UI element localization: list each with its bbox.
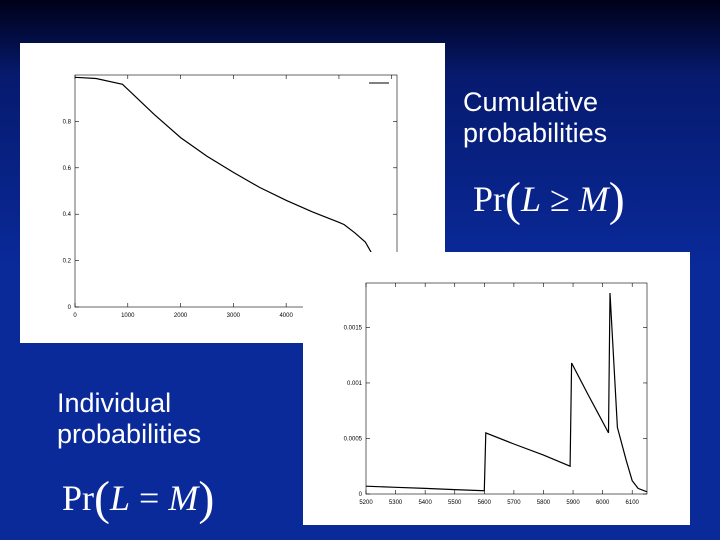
formula-right-paren: ) [608, 173, 625, 226]
x-tick-label: 5600 [478, 500, 492, 506]
formula-left-paren: ( [505, 173, 521, 226]
cumulative-caption-line1: Cumulative [463, 87, 599, 117]
individual-formula: Pr(L = M) [62, 467, 215, 525]
y-tick-label: 0.6 [63, 166, 72, 172]
cumulative-caption: Cumulative probabilities [463, 87, 607, 149]
y-tick-label: 0.0015 [344, 325, 363, 331]
formula-operator: ≥ [550, 179, 570, 219]
individual-caption-line2: probabilities [57, 419, 202, 449]
y-tick-label: 0.2 [63, 259, 72, 265]
x-tick-label: 6000 [596, 500, 610, 506]
x-tick-label: 4000 [279, 313, 293, 319]
x-tick-label: 0 [73, 313, 77, 319]
x-tick-label: 1000 [121, 313, 135, 319]
formula-pr: Pr [62, 478, 95, 518]
x-tick-label: 5400 [418, 500, 432, 506]
x-tick-label: 6100 [626, 500, 640, 506]
individual-chart: 5200 5300 5400 5500 5600 5700 5800 5900 6000 6100… [344, 282, 648, 506]
formula-operator: = [139, 478, 160, 518]
formula-left-paren: ( [94, 472, 110, 525]
y-tick-label: 0 [68, 305, 72, 311]
x-tick-label: 5700 [507, 500, 521, 506]
y-tick-label: 0.0005 [344, 436, 363, 442]
formula-lhs: L [521, 179, 542, 219]
y-tick-label: 0 [359, 492, 363, 498]
individual-caption-line1: Individual [57, 388, 172, 418]
x-tick-label: 5500 [448, 500, 462, 506]
x-tick-label: 5800 [537, 500, 551, 506]
x-tick-label: 5300 [389, 500, 403, 506]
individual-caption: Individual probabilities [57, 388, 201, 450]
cumulative-chart-panel: 010002000300040005000600000.20.40.60.8 [20, 43, 445, 343]
x-tick-label: 2000 [174, 313, 188, 319]
plot-frame [365, 282, 648, 495]
y-tick-label: 0.4 [63, 212, 72, 218]
x-tick-label: 5900 [566, 500, 580, 506]
formula-lhs: L [110, 478, 131, 518]
x-tick-label: 5200 [359, 500, 373, 506]
plot-frame [74, 74, 398, 308]
series-line [365, 292, 648, 493]
cumulative-caption-line2: probabilities [463, 118, 608, 148]
cumulative-formula: Pr(L ≥ M) [473, 168, 625, 226]
individual-chart-panel: 5200 5300 5400 5500 5600 5700 5800 5900 6000 6100… [303, 252, 690, 525]
formula-rhs: M [168, 478, 199, 518]
y-tick-label: 0.8 [63, 119, 72, 125]
y-tick-label: 0.001 [347, 381, 363, 387]
formula-pr: Pr [473, 179, 506, 219]
formula-rhs: M [578, 179, 609, 219]
formula-right-paren: ) [198, 472, 215, 525]
x-tick-label: 3000 [227, 313, 241, 319]
